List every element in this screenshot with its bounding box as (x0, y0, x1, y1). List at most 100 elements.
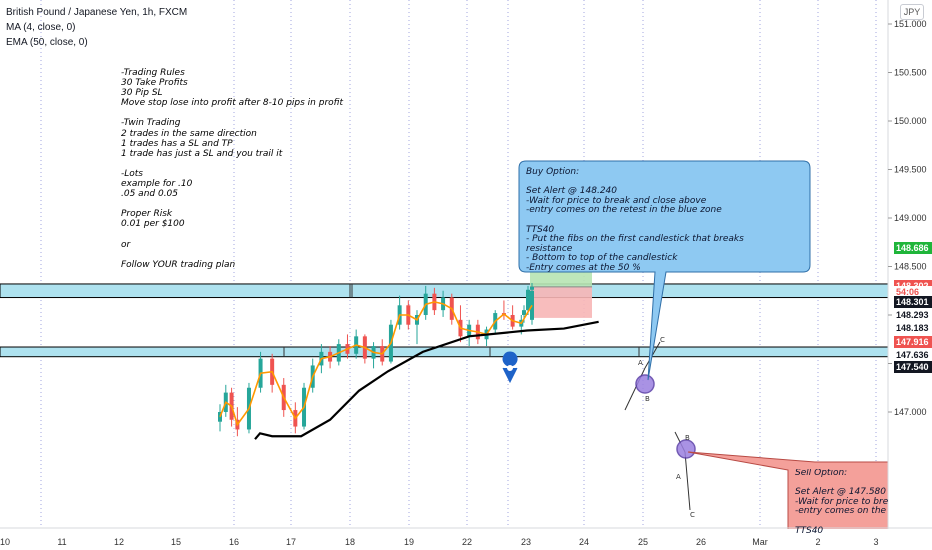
buy-callout-text: Buy Option: Set Alert @ 148.240 -Wait for … (526, 167, 808, 274)
price-tag: 147.540 (894, 361, 932, 374)
text-line (121, 159, 343, 169)
text-line: TTS40 (795, 525, 824, 536)
x-tick-label: 11 (57, 537, 66, 547)
price-tag: 148.686 (894, 242, 932, 255)
text-line: .05 and 0.05 (121, 189, 179, 200)
chart-legend: British Pound / Japanese Yen, 1h, FXCM M… (6, 5, 187, 50)
abc-point-marker (635, 374, 655, 394)
price-tag: 148.301 (894, 296, 932, 309)
x-tick-label: 18 (345, 537, 355, 547)
lower-support-zone (0, 346, 889, 358)
callouts-layer[interactable] (518, 160, 889, 550)
y-tick-label: 150.000 (894, 116, 927, 126)
text-line: Proper Risk (121, 209, 173, 220)
abc-label: B (685, 434, 690, 442)
currency-button[interactable]: JPY (900, 4, 924, 20)
x-tick-label: 16 (229, 537, 239, 547)
trading-rules-note[interactable]: -Trading Rules 30 Take Profits 30 Pip SL Mo… (121, 68, 343, 270)
x-tick-label: 3 (873, 537, 878, 547)
text-line: example for .10 (121, 179, 193, 190)
text-line: -entry comes on the retest in the blue z… (526, 205, 722, 216)
location-marker-icon (502, 351, 518, 384)
candles-layer (218, 282, 534, 437)
text-line: -Wait for price to bre (795, 496, 889, 507)
abc-label: B (645, 395, 650, 403)
text-line: - Put the fibs on the first candlestick … (526, 234, 744, 245)
abc-label: C (660, 336, 665, 344)
abc-label: A (676, 473, 681, 481)
candle-body (526, 289, 530, 311)
indicator-lines (219, 301, 599, 440)
y-tick-label: 148.500 (894, 262, 927, 272)
abc-point-marker (676, 439, 696, 459)
candle-body (522, 310, 526, 315)
x-tick-label: 15 (171, 537, 181, 547)
text-line: resistance (526, 243, 573, 254)
text-line: Set Alert @ 148.240 (526, 186, 618, 197)
abc-leg (684, 451, 691, 511)
location-marker-dot (507, 365, 513, 371)
text-line: -Lots (121, 168, 143, 179)
y-tick-label: 147.000 (894, 407, 927, 417)
buy-callout-bubble (518, 160, 811, 381)
text-line: 1 trade has just a SL and you trail it (121, 148, 283, 159)
price-tag: 147.916 (894, 336, 932, 349)
abc-drawings[interactable]: A B C A B C (624, 336, 696, 519)
sell-callout-text: Sell Option: Set Alert @ 147.580 -Wait for… (795, 469, 895, 549)
text-line (121, 199, 343, 209)
text-line: -Wait for price to break and close above (526, 195, 707, 206)
text-line: - Bottom to top of the candlestick (526, 253, 678, 264)
text-line: 0.01 per $100 (121, 219, 185, 230)
price-tag: 148.183 (894, 321, 932, 334)
stop-loss-area (530, 286, 592, 318)
ema-line (254, 320, 599, 440)
text-line: Sell Option: (795, 469, 848, 478)
price-tag: 147.636 (894, 348, 932, 361)
sell-callout-bubble (687, 451, 889, 550)
x-tick-label: 12 (114, 537, 124, 547)
text-line: or (121, 239, 131, 250)
x-tick-label: 24 (579, 537, 589, 547)
x-tick-label: 10 (0, 537, 10, 547)
candle-body (530, 286, 534, 290)
price-tag: 148.293 (894, 309, 932, 321)
ma-legend: MA (4, close, 0) (6, 22, 76, 33)
y-tick-label: 149.000 (894, 213, 927, 223)
text-line: -Trading Rules (121, 68, 185, 78)
text-line: Follow YOUR trading plan (121, 259, 236, 270)
x-tick-label: 25 (638, 537, 648, 547)
symbol-title: British Pound / Japanese Yen, 1h, FXCM (6, 7, 188, 18)
x-tick-label: 19 (404, 537, 414, 547)
text-line: Move stop lose into profit after 8-10 pi… (121, 98, 344, 109)
text-line (526, 216, 808, 226)
text-line: 2 trades in the same direction (121, 128, 257, 139)
x-tick-label: 26 (696, 537, 706, 547)
y-tick-label: 149.500 (894, 165, 927, 175)
text-line: 30 Pip SL (121, 88, 163, 99)
text-line: 30 Take Profits (121, 78, 188, 89)
text-line: Set Alert @ 147.580 (795, 487, 887, 498)
text-line: -entry comes on the (795, 506, 887, 517)
x-tick-label: 2 (815, 537, 820, 547)
abc-label: C (690, 511, 695, 519)
y-tick-label: 150.500 (894, 68, 927, 78)
text-line: TTS40 (526, 224, 555, 235)
x-tick-label: 23 (521, 537, 531, 547)
text-line (121, 250, 343, 260)
text-line: -Twin Trading (121, 118, 181, 129)
text-line (121, 230, 343, 240)
price-tag: 54:06 (894, 285, 932, 298)
ema-legend: EMA (50, close, 0) (6, 37, 88, 48)
x-tick-label: Mar (752, 537, 768, 547)
text-line (121, 108, 343, 118)
ma-line (219, 301, 533, 427)
x-tick-label: 17 (286, 537, 296, 547)
text-line: -Entry comes at the 50 % (526, 262, 641, 273)
abc-label: A (638, 359, 643, 367)
text-line: 1 trades has a SL and TP (121, 138, 233, 149)
x-tick-label: 22 (462, 537, 472, 547)
y-tick-label: 151.000 (894, 19, 927, 29)
upper-resistance-zone (0, 283, 889, 299)
time-axis-bg (0, 529, 932, 550)
